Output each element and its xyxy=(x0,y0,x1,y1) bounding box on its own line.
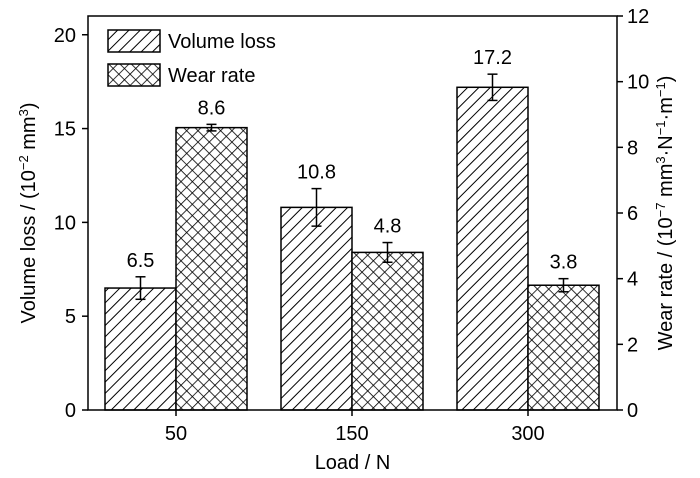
legend-item-volume-loss-swatch xyxy=(107,29,161,53)
x-axis-title: Load / N xyxy=(315,452,391,474)
legend-item-volume-loss-label: Volume loss xyxy=(168,31,276,53)
data-label: 4.8 xyxy=(374,216,402,238)
right-axis-title: Wear rate / (10−7 mm3·N−1·m−1) xyxy=(653,76,678,351)
right-tick-label: 10 xyxy=(627,72,649,94)
bar-volume-loss-150 xyxy=(280,206,353,411)
right-tick-label: 2 xyxy=(627,334,638,356)
legend-item-wear-rate-label: Wear rate xyxy=(168,65,255,87)
right-tick-label: 6 xyxy=(627,203,638,225)
bar-wear-rate-150 xyxy=(351,251,424,411)
x-tick-label: 50 xyxy=(165,423,187,445)
bar-wear-rate-50 xyxy=(175,126,248,411)
bar-wear-rate-300 xyxy=(527,284,600,411)
data-label: 10.8 xyxy=(297,162,336,184)
right-tick-label: 12 xyxy=(627,6,649,28)
left-tick-label: 10 xyxy=(54,212,76,234)
x-tick-label: 300 xyxy=(511,423,544,445)
left-axis-title: Volume loss / (10−2 mm3) xyxy=(16,102,41,323)
right-tick-label: 4 xyxy=(627,269,638,291)
data-label: 17.2 xyxy=(473,47,512,69)
right-tick-label: 0 xyxy=(627,400,638,422)
right-tick-label: 8 xyxy=(627,137,638,159)
legend-item-wear-rate-swatch xyxy=(107,63,161,87)
left-tick-label: 5 xyxy=(65,306,76,328)
left-tick-label: 0 xyxy=(65,400,76,422)
data-label: 6.5 xyxy=(127,250,155,272)
bar-volume-loss-50 xyxy=(104,287,177,411)
left-tick-label: 15 xyxy=(54,119,76,141)
x-tick-label: 150 xyxy=(335,423,368,445)
data-label: 3.8 xyxy=(550,252,578,274)
bar-volume-loss-300 xyxy=(456,86,529,411)
data-label: 8.6 xyxy=(198,97,226,119)
left-tick-label: 20 xyxy=(54,25,76,47)
